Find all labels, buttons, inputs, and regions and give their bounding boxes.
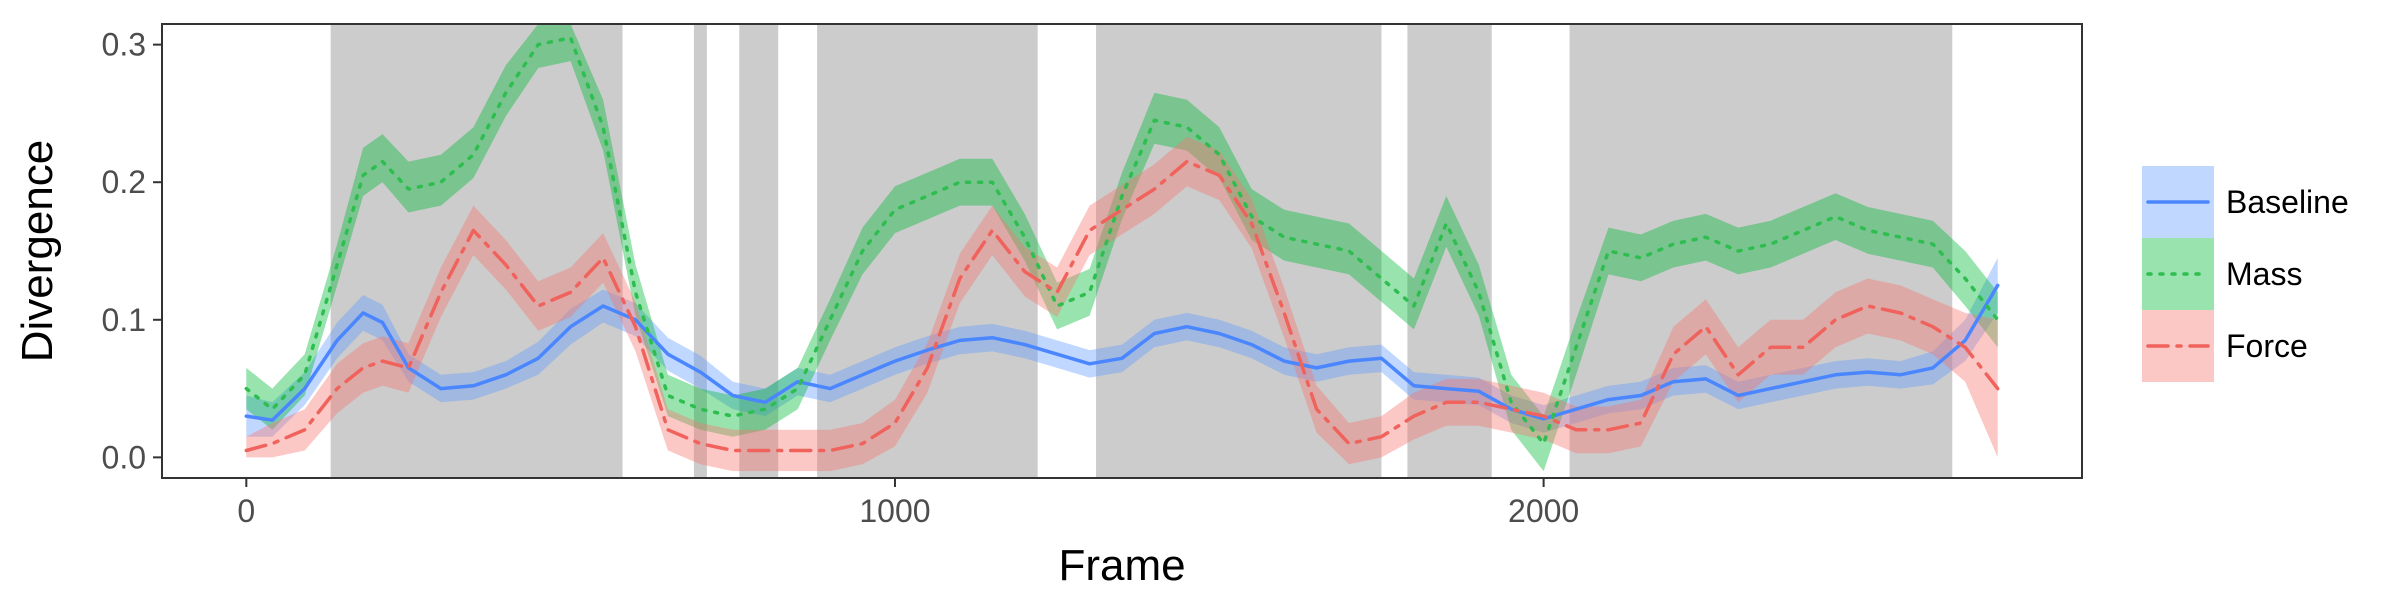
series-line-mass <box>244 36 2000 446</box>
x-tick-label: 1000 <box>859 493 930 529</box>
ribbon-mass <box>246 24 1998 472</box>
y-tick-label: 0.1 <box>102 302 146 338</box>
shaded-regions <box>330 24 1953 478</box>
shaded-region-1 <box>330 24 623 478</box>
series-lines <box>244 36 2000 453</box>
legend-item-baseline: Baseline <box>2142 166 2349 238</box>
plot-border <box>161 23 2083 479</box>
ribbon-baseline <box>246 257 1998 437</box>
x-axis: 0 1000 2000 <box>237 478 1579 529</box>
y-axis: 0.0 0.1 0.2 0.3 <box>102 27 162 475</box>
y-axis-title: Divergence <box>13 140 62 363</box>
series-line-baseline <box>244 283 2000 422</box>
x-tick-label: 0 <box>237 493 255 529</box>
y-tick-label: 0.2 <box>102 164 146 200</box>
x-tick-label: 2000 <box>1508 493 1579 529</box>
shaded-region-2 <box>693 24 707 478</box>
series-line-force <box>244 159 2000 453</box>
y-tick-label: 0.0 <box>102 439 146 475</box>
legend-label-force: Force <box>2226 328 2308 364</box>
legend: Baseline Mass Force <box>2142 166 2349 382</box>
legend-item-mass: Mass <box>2142 238 2302 310</box>
legend-label-mass: Mass <box>2226 256 2302 292</box>
shaded-region-5 <box>1096 24 1382 478</box>
shaded-region-4 <box>817 24 1038 478</box>
ribbon-force <box>246 136 1998 472</box>
legend-label-baseline: Baseline <box>2226 184 2349 220</box>
confidence-ribbons <box>246 24 1998 472</box>
legend-key-mass <box>2142 238 2214 310</box>
y-tick-label: 0.3 <box>102 27 146 63</box>
shaded-region-7 <box>1569 24 1953 478</box>
legend-item-force: Force <box>2142 310 2308 382</box>
x-axis-title: Frame <box>1058 541 1185 590</box>
